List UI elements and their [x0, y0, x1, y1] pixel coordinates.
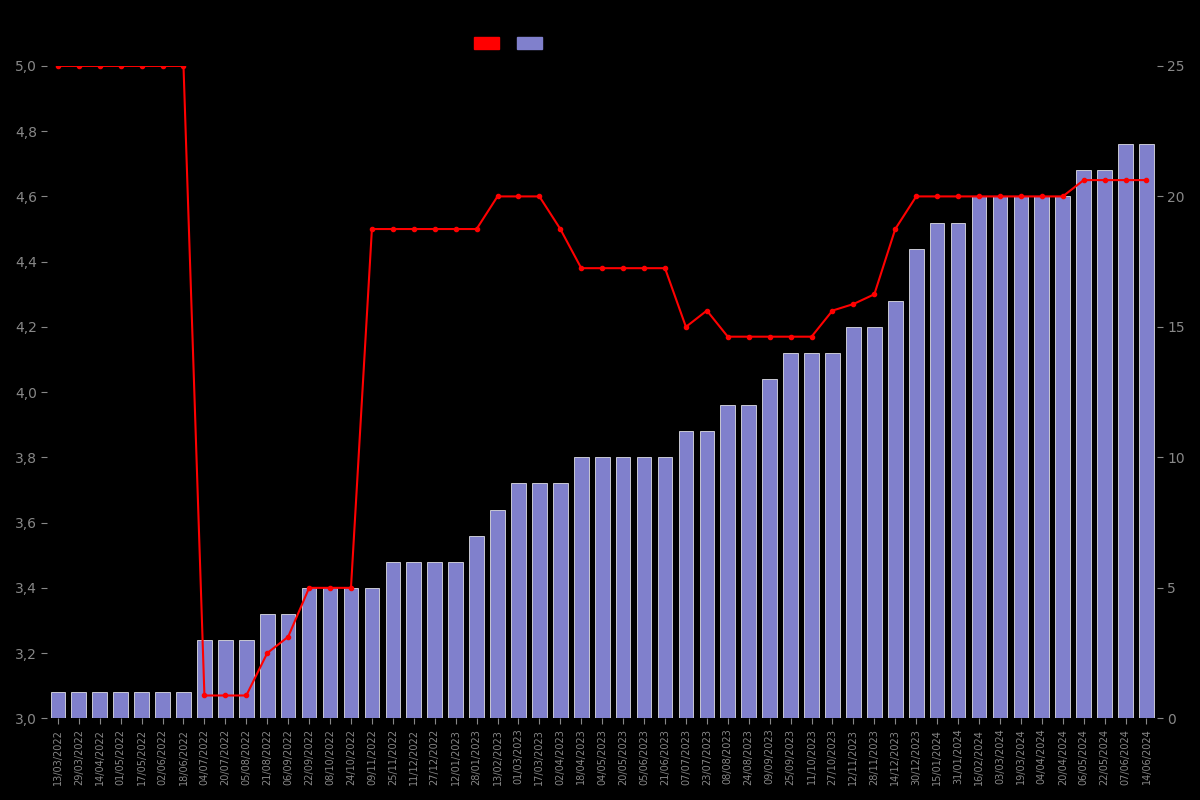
Bar: [972, 197, 986, 718]
Bar: [888, 301, 902, 718]
Bar: [762, 379, 776, 718]
Bar: [553, 483, 568, 718]
Bar: [826, 353, 840, 718]
Bar: [511, 483, 526, 718]
Bar: [155, 692, 170, 718]
Bar: [1139, 144, 1154, 718]
Bar: [365, 588, 379, 718]
Bar: [1056, 197, 1070, 718]
Bar: [595, 458, 610, 718]
Bar: [343, 588, 359, 718]
Bar: [176, 692, 191, 718]
Bar: [239, 640, 253, 718]
Bar: [407, 562, 421, 718]
Bar: [301, 588, 317, 718]
Bar: [532, 483, 547, 718]
Bar: [385, 562, 400, 718]
Bar: [218, 640, 233, 718]
Bar: [490, 510, 505, 718]
Bar: [427, 562, 442, 718]
Bar: [868, 327, 882, 718]
Bar: [616, 458, 630, 718]
Bar: [134, 692, 149, 718]
Bar: [469, 536, 484, 718]
Bar: [281, 614, 295, 718]
Bar: [784, 353, 798, 718]
Bar: [197, 640, 211, 718]
Bar: [930, 222, 944, 718]
Bar: [72, 692, 86, 718]
Bar: [1034, 197, 1049, 718]
Bar: [50, 692, 65, 718]
Bar: [908, 249, 924, 718]
Bar: [1076, 170, 1091, 718]
Bar: [1014, 197, 1028, 718]
Bar: [113, 692, 128, 718]
Bar: [720, 405, 736, 718]
Legend: , : ,: [474, 37, 553, 51]
Bar: [950, 222, 966, 718]
Bar: [574, 458, 588, 718]
Bar: [804, 353, 818, 718]
Bar: [742, 405, 756, 718]
Bar: [92, 692, 107, 718]
Bar: [260, 614, 275, 718]
Bar: [637, 458, 652, 718]
Bar: [992, 197, 1007, 718]
Bar: [658, 458, 672, 718]
Bar: [323, 588, 337, 718]
Bar: [678, 431, 694, 718]
Bar: [449, 562, 463, 718]
Bar: [1097, 170, 1112, 718]
Bar: [1118, 144, 1133, 718]
Bar: [846, 327, 860, 718]
Bar: [700, 431, 714, 718]
